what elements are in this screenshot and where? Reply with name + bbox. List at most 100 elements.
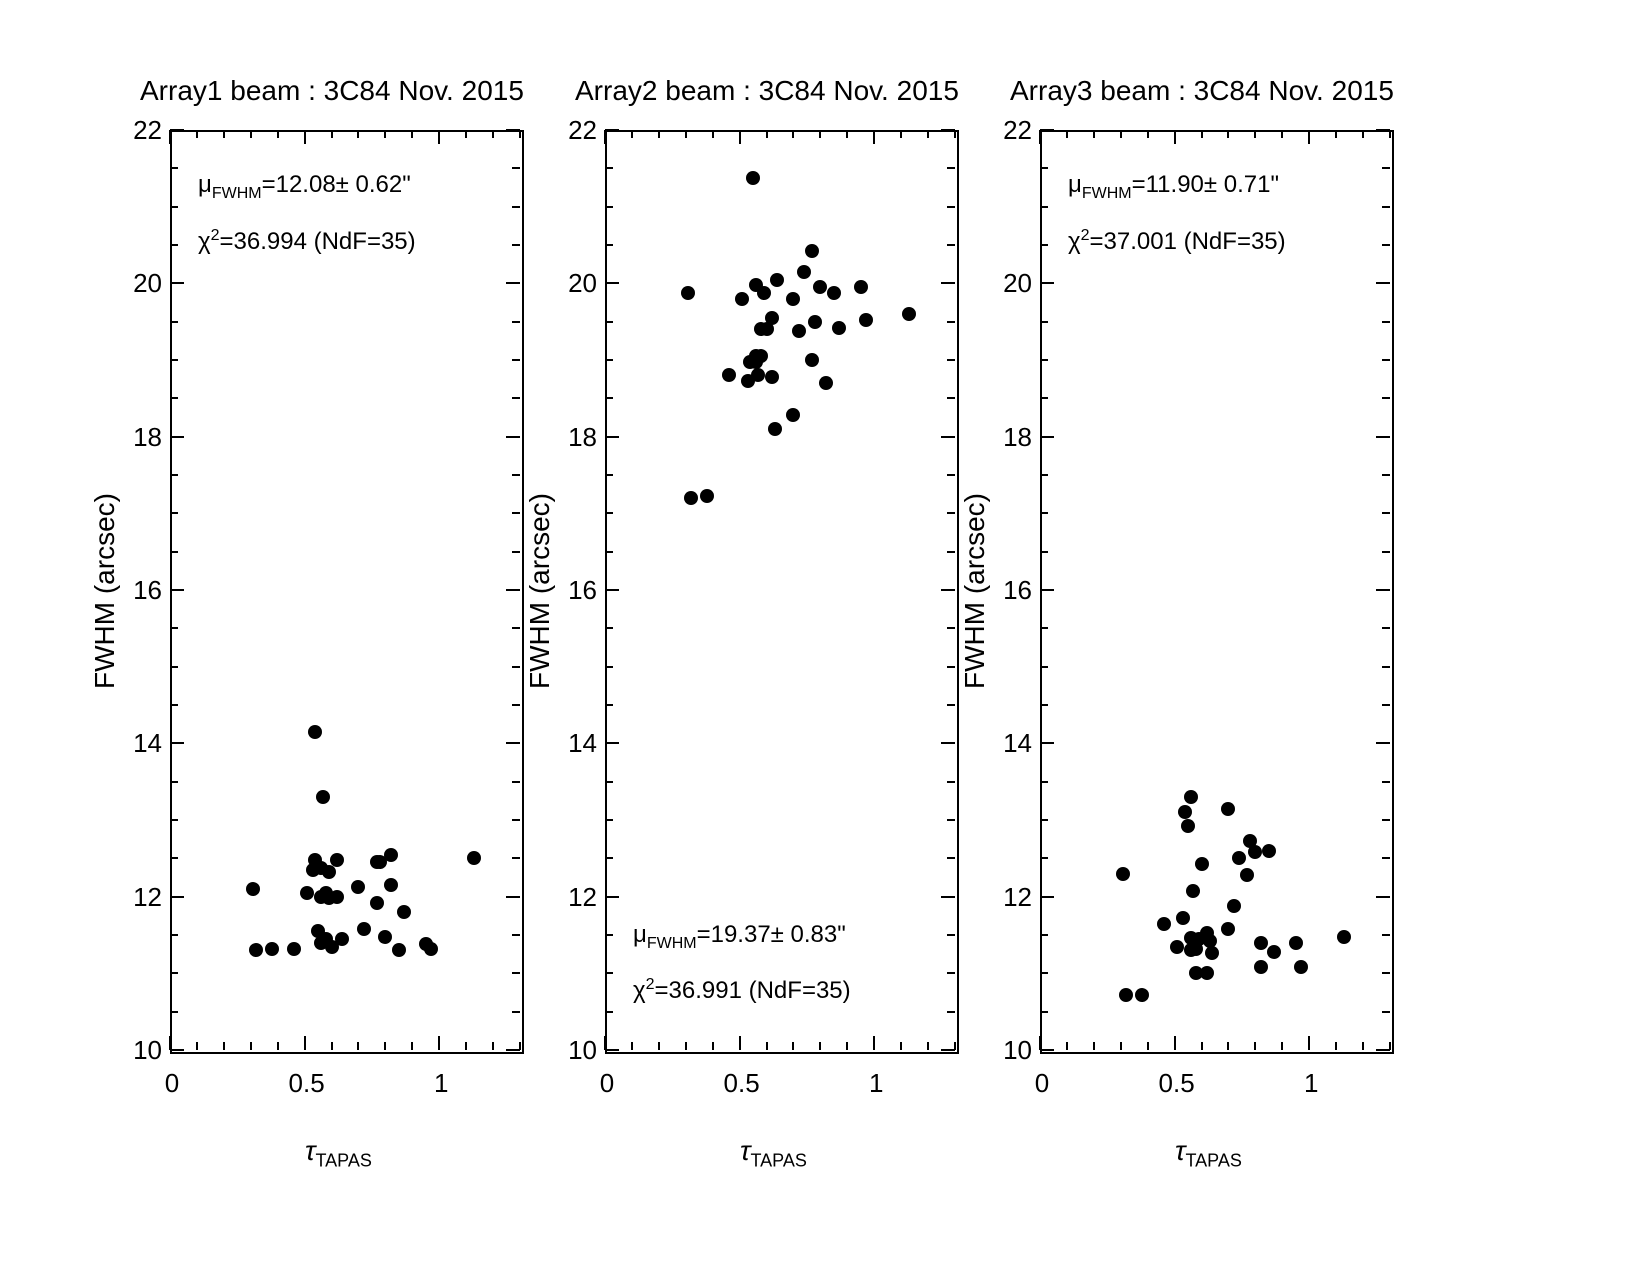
y-minor-tick (1382, 934, 1390, 936)
x-minor-tick (357, 1042, 359, 1050)
y-minor-tick (605, 934, 613, 936)
stat-annotation: χ2=36.994 (NdF=35) (198, 227, 416, 256)
data-point (1254, 936, 1268, 950)
y-minor-tick (947, 627, 955, 629)
x-minor-tick (954, 130, 956, 138)
x-minor-tick (631, 1042, 633, 1050)
x-minor-tick (1147, 130, 1149, 138)
y-tick-label: 14 (116, 728, 162, 759)
y-tick (506, 589, 520, 591)
y-minor-tick (1382, 551, 1390, 553)
x-minor-tick (384, 130, 386, 138)
y-minor-tick (1040, 244, 1048, 246)
data-point (813, 280, 827, 294)
y-tick-label: 16 (551, 575, 597, 606)
data-point (735, 292, 749, 306)
y-tick-label: 18 (551, 422, 597, 453)
y-tick (941, 129, 955, 131)
y-tick-label: 18 (986, 422, 1032, 453)
y-minor-tick (1040, 819, 1048, 821)
data-point (859, 313, 873, 327)
y-tick-label: 18 (116, 422, 162, 453)
x-axis-label: τTAPAS (1175, 1135, 1242, 1172)
y-tick (605, 436, 619, 438)
data-point (805, 244, 819, 258)
data-point (805, 353, 819, 367)
data-point (384, 848, 398, 862)
y-minor-tick (170, 819, 178, 821)
y-minor-tick (947, 972, 955, 974)
x-minor-tick (685, 1042, 687, 1050)
x-minor-tick (250, 1042, 252, 1050)
data-point (330, 890, 344, 904)
data-point (1262, 844, 1276, 858)
y-minor-tick (1040, 1011, 1048, 1013)
y-minor-tick (170, 972, 178, 974)
y-minor-tick (1382, 167, 1390, 169)
y-tick (1040, 589, 1054, 591)
x-minor-tick (685, 130, 687, 138)
y-minor-tick (512, 627, 520, 629)
y-minor-tick (605, 359, 613, 361)
stat-annotation: μFWHM=12.08± 0.62" (198, 171, 411, 203)
y-tick (1040, 896, 1054, 898)
y-minor-tick (1040, 359, 1048, 361)
data-point (1119, 988, 1133, 1002)
data-point (1176, 911, 1190, 925)
x-tick (438, 130, 440, 144)
figure-root: Array1 beam : 3C84 Nov. 2015FWHM (arcsec… (0, 0, 1650, 1275)
y-minor-tick (605, 206, 613, 208)
x-tick-label: 0 (587, 1068, 627, 1099)
x-minor-tick (766, 130, 768, 138)
y-minor-tick (512, 1011, 520, 1013)
y-minor-tick (947, 167, 955, 169)
y-tick (170, 589, 184, 591)
y-minor-tick (605, 512, 613, 514)
data-point (681, 286, 695, 300)
y-minor-tick (947, 474, 955, 476)
y-minor-tick (605, 551, 613, 553)
y-tick-label: 14 (986, 728, 1032, 759)
x-minor-tick (277, 1042, 279, 1050)
x-tick-label: 1 (421, 1068, 461, 1099)
data-point (765, 370, 779, 384)
x-minor-tick (927, 1042, 929, 1050)
data-point (392, 943, 406, 957)
x-minor-tick (1093, 130, 1095, 138)
x-minor-tick (196, 1042, 198, 1050)
data-point (246, 882, 260, 896)
data-point (351, 880, 365, 894)
y-minor-tick (1040, 857, 1048, 859)
data-point (819, 376, 833, 390)
y-minor-tick (170, 321, 178, 323)
data-point (792, 324, 806, 338)
x-minor-tick (1227, 130, 1229, 138)
y-minor-tick (605, 857, 613, 859)
data-point (287, 942, 301, 956)
x-tick (1174, 1036, 1176, 1050)
y-minor-tick (1040, 167, 1048, 169)
y-minor-tick (605, 781, 613, 783)
y-tick (170, 282, 184, 284)
data-point (765, 311, 779, 325)
x-minor-tick (900, 130, 902, 138)
data-point (786, 408, 800, 422)
x-axis-label: τTAPAS (305, 1135, 372, 1172)
x-minor-tick (631, 130, 633, 138)
data-point (751, 368, 765, 382)
x-minor-tick (792, 1042, 794, 1050)
data-point (1227, 899, 1241, 913)
y-minor-tick (947, 359, 955, 361)
y-minor-tick (1382, 666, 1390, 668)
y-tick-label: 10 (551, 1035, 597, 1066)
x-tick-label: 1 (856, 1068, 896, 1099)
y-tick (506, 1049, 520, 1051)
x-minor-tick (1147, 1042, 1149, 1050)
y-minor-tick (947, 244, 955, 246)
data-point (1205, 946, 1219, 960)
x-minor-tick (712, 130, 714, 138)
y-tick (170, 896, 184, 898)
y-tick-label: 16 (116, 575, 162, 606)
panel-title: Array2 beam : 3C84 Nov. 2015 (575, 75, 959, 107)
y-tick-label: 22 (986, 115, 1032, 146)
